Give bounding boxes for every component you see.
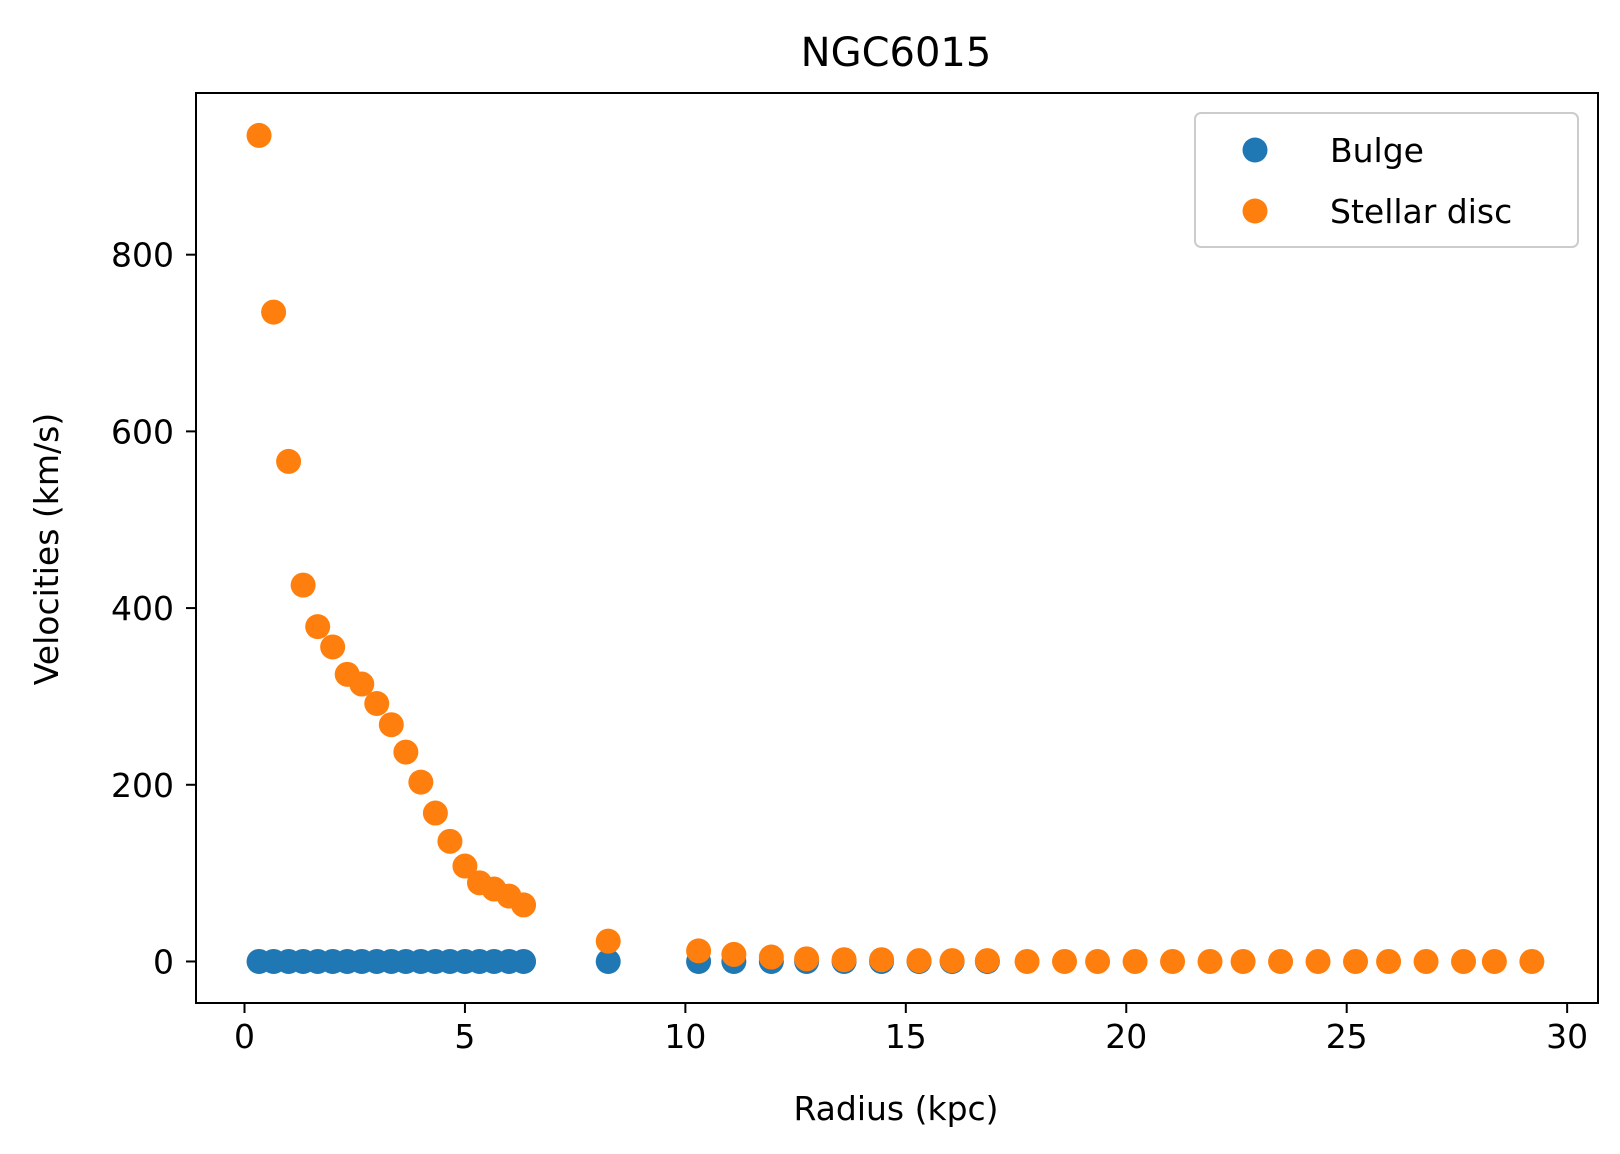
stellar-disc-point [408, 769, 434, 795]
stellar-disc-point [974, 948, 1000, 974]
stellar-disc-point [1197, 948, 1223, 974]
stellar-disc-point [1085, 948, 1111, 974]
y-axis-label: Velocities (km/s) [27, 413, 66, 685]
x-tick-label: 20 [1105, 1017, 1147, 1056]
stellar-disc-point [1343, 948, 1369, 974]
stellar-disc-point [794, 946, 820, 972]
stellar-disc-point [869, 947, 895, 973]
series-stellar-disc [246, 122, 1545, 974]
legend-box [1194, 112, 1579, 248]
legend-marker-stellar-disc [1242, 198, 1268, 224]
x-tick-label: 5 [454, 1017, 475, 1056]
stellar-disc-point [1305, 948, 1331, 974]
stellar-disc-point [1160, 948, 1186, 974]
y-tick-label: 400 [111, 589, 174, 628]
stellar-disc-point [393, 739, 419, 765]
stellar-disc-point [686, 938, 712, 964]
plot-frame [195, 92, 1599, 1004]
stellar-disc-point [1376, 948, 1402, 974]
x-tick-label: 0 [234, 1017, 255, 1056]
y-tick-label: 800 [111, 236, 174, 275]
stellar-disc-point [246, 122, 272, 148]
x-tick-label: 10 [664, 1017, 706, 1056]
stellar-disc-point [349, 671, 375, 697]
stellar-disc-point [939, 948, 965, 974]
stellar-disc-point [1481, 948, 1507, 974]
x-tick-label: 25 [1326, 1017, 1368, 1056]
stellar-disc-point [1413, 948, 1439, 974]
plot-area [195, 92, 1599, 1004]
x-axis-label: Radius (kpc) [793, 1089, 998, 1128]
y-tick-label: 200 [111, 766, 174, 805]
y-tick-label: 600 [111, 412, 174, 451]
stellar-disc-point [290, 572, 316, 598]
stellar-disc-point [320, 634, 346, 660]
stellar-disc-point [305, 614, 331, 640]
x-axis: 0 5 10 15 20 25 30 [234, 1003, 1588, 1056]
x-tick-label: 30 [1546, 1017, 1588, 1056]
stellar-disc-point [1122, 948, 1148, 974]
stellar-disc-point [452, 853, 478, 879]
legend-marker-bulge [1242, 137, 1268, 163]
x-tick-label: 15 [885, 1017, 927, 1056]
stellar-disc-point [595, 928, 621, 954]
y-tick-label: 0 [153, 942, 174, 981]
stellar-disc-point [721, 941, 747, 967]
legend: Bulge Stellar disc [1194, 112, 1579, 248]
stellar-disc-point [364, 691, 390, 716]
stellar-disc-point [422, 800, 448, 826]
bulge-point [511, 948, 537, 974]
stellar-disc-point [1451, 948, 1477, 974]
stellar-disc-point [906, 948, 932, 974]
stellar-disc-point [511, 892, 537, 918]
stellar-disc-point [1230, 948, 1256, 974]
bulge-point [595, 948, 621, 974]
stellar-disc-point [1014, 948, 1040, 974]
stellar-disc-point [831, 947, 857, 973]
stellar-disc-point [276, 448, 302, 474]
stellar-disc-point [1268, 948, 1294, 974]
legend-label-stellar-disc: Stellar disc [1330, 192, 1512, 231]
stellar-disc-point [1052, 948, 1078, 974]
legend-label-bulge: Bulge [1330, 131, 1424, 170]
stellar-disc-point [437, 828, 463, 854]
chart-title: NGC6015 [801, 30, 992, 76]
stellar-disc-point [378, 712, 404, 738]
y-axis: 0 200 400 600 800 [111, 236, 196, 981]
stellar-disc-point [1519, 948, 1545, 974]
stellar-disc-point [261, 299, 287, 325]
stellar-disc-point [758, 944, 784, 970]
